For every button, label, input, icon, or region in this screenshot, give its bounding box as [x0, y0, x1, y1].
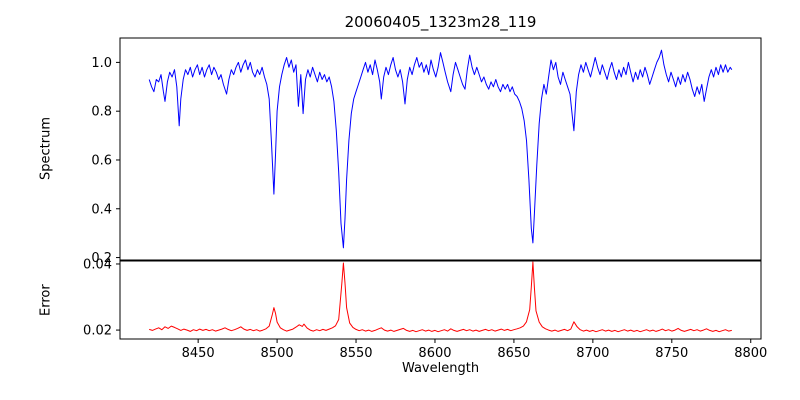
x-tick-label: 8600 — [418, 346, 451, 361]
y-tick-label: 0.2 — [91, 251, 112, 266]
spectrum-line — [148, 49, 733, 249]
x-tick-label: 8700 — [576, 346, 609, 361]
y-tick-label: 0.4 — [91, 202, 112, 217]
y-tick-label: 0.8 — [91, 105, 112, 120]
subplot-frame-1 — [119, 260, 762, 340]
chart-title: 20060405_1323m28_119 — [344, 13, 537, 31]
subplot-frame-0 — [119, 37, 762, 261]
x-tick-label: 8550 — [339, 346, 372, 361]
x-tick-label: 8750 — [655, 346, 688, 361]
y-tick-label: 0.6 — [91, 153, 112, 168]
error-line — [149, 261, 732, 333]
y-tick-label: 1.0 — [91, 56, 112, 71]
x-tick-label: 8500 — [261, 346, 294, 361]
y-tick-label: 0.04 — [83, 257, 112, 272]
x-tick-label: 8450 — [182, 346, 215, 361]
y-tick-label: 0.02 — [83, 324, 112, 339]
x-tick-label: 8800 — [734, 346, 767, 361]
x-tick-label: 8650 — [497, 346, 530, 361]
x-axis-label: Wavelength — [401, 361, 480, 376]
